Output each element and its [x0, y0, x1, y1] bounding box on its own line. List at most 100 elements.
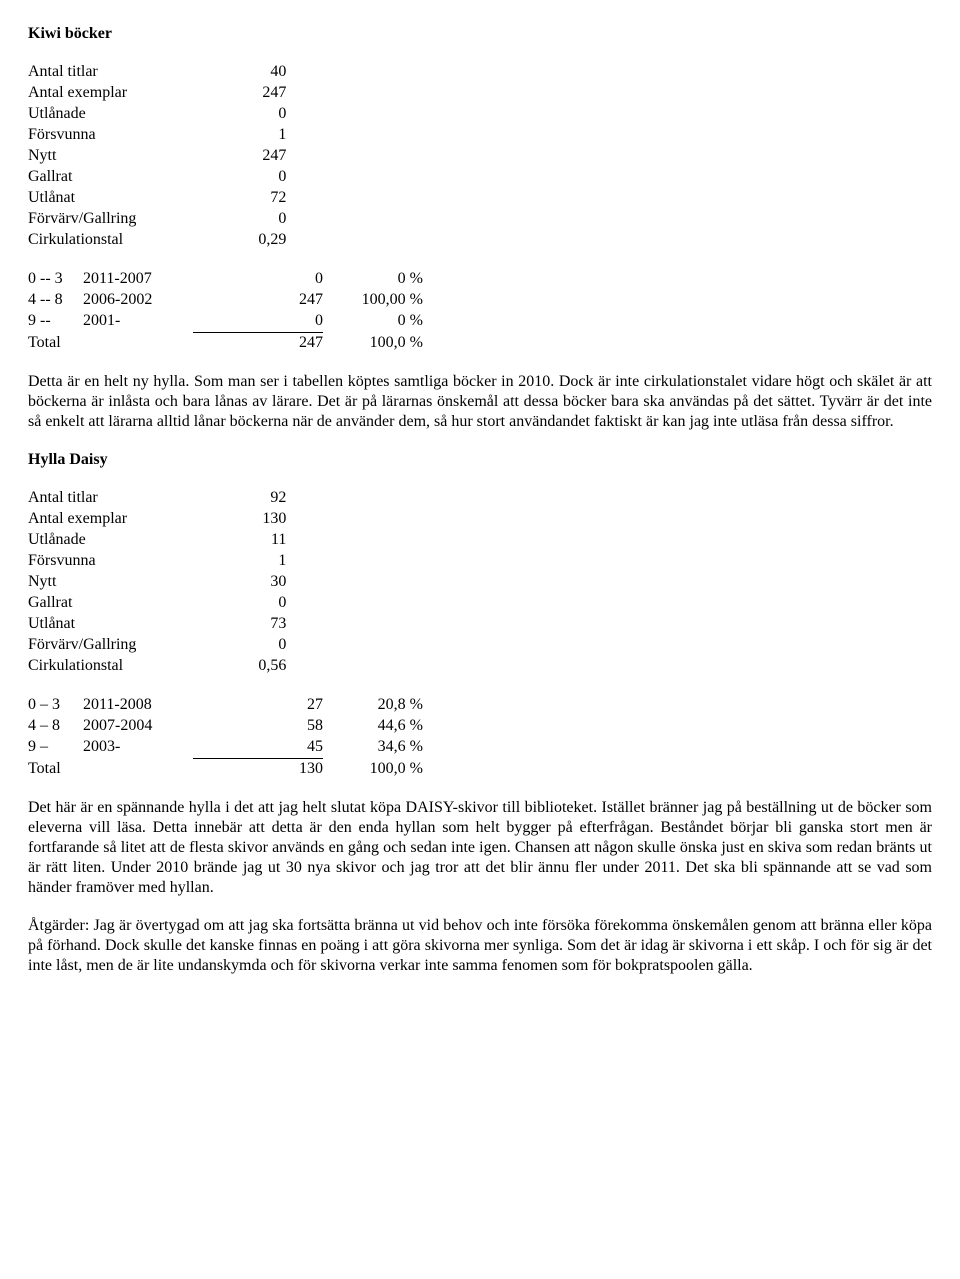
- age-range: 0 – 3: [28, 695, 83, 716]
- daisy-paragraph-1: Det här är en spännande hylla i det att …: [28, 798, 932, 898]
- table-row: Försvunna1: [28, 551, 286, 572]
- age-years: 2006-2002: [83, 290, 193, 311]
- stat-value: 0: [136, 635, 286, 656]
- table-row: Nytt247: [28, 146, 286, 167]
- age-total-pct: 100,0 %: [323, 759, 423, 781]
- table-row: 9 -- 2001- 0 0 %: [28, 311, 423, 333]
- table-row: Antal titlar92: [28, 488, 286, 509]
- age-pct: 44,6 %: [323, 716, 423, 737]
- stat-label: Förvärv/Gallring: [28, 635, 136, 656]
- age-years: 2011-2008: [83, 695, 193, 716]
- kiwi-stats-table: Antal titlar40 Antal exemplar247 Utlånad…: [28, 62, 286, 251]
- table-row: Nytt30: [28, 572, 286, 593]
- table-row: Gallrat0: [28, 593, 286, 614]
- age-total-label: Total: [28, 333, 83, 355]
- stat-label: Cirkulationstal: [28, 656, 136, 677]
- table-row: 9 – 2003- 45 34,6 %: [28, 737, 423, 759]
- stat-label: Försvunna: [28, 125, 136, 146]
- stat-value: 30: [136, 572, 286, 593]
- age-range: 9 –: [28, 737, 83, 759]
- stat-value: 11: [136, 530, 286, 551]
- stat-label: Förvärv/Gallring: [28, 209, 136, 230]
- age-years: 2007-2004: [83, 716, 193, 737]
- section2-title: Hylla Daisy: [28, 450, 932, 470]
- stat-label: Gallrat: [28, 593, 136, 614]
- stat-value: 130: [136, 509, 286, 530]
- age-count: 45: [193, 737, 323, 759]
- table-row: Antal titlar40: [28, 62, 286, 83]
- table-row: Utlånade11: [28, 530, 286, 551]
- stat-label: Cirkulationstal: [28, 230, 136, 251]
- age-pct: 34,6 %: [323, 737, 423, 759]
- stat-value: 0: [136, 104, 286, 125]
- stat-value: 247: [136, 146, 286, 167]
- table-total-row: Total 130 100,0 %: [28, 759, 423, 781]
- stat-value: 72: [136, 188, 286, 209]
- age-total-count: 247: [193, 333, 323, 355]
- table-row: Gallrat0: [28, 167, 286, 188]
- age-count: 0: [193, 311, 323, 333]
- stat-value: 0,29: [136, 230, 286, 251]
- age-years: 2011-2007: [83, 269, 193, 290]
- age-pct: 0 %: [323, 311, 423, 333]
- stat-value: 0,56: [136, 656, 286, 677]
- table-row: Utlånat72: [28, 188, 286, 209]
- kiwi-paragraph: Detta är en helt ny hylla. Som man ser i…: [28, 372, 932, 432]
- table-row: Försvunna1: [28, 125, 286, 146]
- age-total-blank: [83, 759, 193, 781]
- table-row: Antal exemplar130: [28, 509, 286, 530]
- table-row: Antal exemplar247: [28, 83, 286, 104]
- age-total-label: Total: [28, 759, 83, 781]
- age-count: 27: [193, 695, 323, 716]
- stat-label: Utlånade: [28, 104, 136, 125]
- stat-value: 73: [136, 614, 286, 635]
- stat-label: Gallrat: [28, 167, 136, 188]
- stat-value: 1: [136, 125, 286, 146]
- table-row: 4 – 8 2007-2004 58 44,6 %: [28, 716, 423, 737]
- stat-label: Antal titlar: [28, 488, 136, 509]
- daisy-age-table: 0 – 3 2011-2008 27 20,8 % 4 – 8 2007-200…: [28, 695, 423, 780]
- stat-value: 40: [136, 62, 286, 83]
- stat-label: Försvunna: [28, 551, 136, 572]
- stat-value: 1: [136, 551, 286, 572]
- age-count: 58: [193, 716, 323, 737]
- age-total-blank: [83, 333, 193, 355]
- table-row: Utlånat73: [28, 614, 286, 635]
- table-total-row: Total 247 100,0 %: [28, 333, 423, 355]
- age-range: 0 -- 3: [28, 269, 83, 290]
- table-row: Cirkulationstal0,56: [28, 656, 286, 677]
- stat-label: Antal titlar: [28, 62, 136, 83]
- table-row: Förvärv/Gallring0: [28, 635, 286, 656]
- table-row: 0 – 3 2011-2008 27 20,8 %: [28, 695, 423, 716]
- age-pct: 100,00 %: [323, 290, 423, 311]
- stat-value: 92: [136, 488, 286, 509]
- stat-value: 0: [136, 167, 286, 188]
- age-years: 2003-: [83, 737, 193, 759]
- table-row: Förvärv/Gallring0: [28, 209, 286, 230]
- section1-title: Kiwi böcker: [28, 24, 932, 44]
- age-range: 9 --: [28, 311, 83, 333]
- age-range: 4 – 8: [28, 716, 83, 737]
- age-total-count: 130: [193, 759, 323, 781]
- stat-label: Utlånade: [28, 530, 136, 551]
- stat-label: Utlånat: [28, 188, 136, 209]
- stat-value: 0: [136, 593, 286, 614]
- kiwi-age-table: 0 -- 3 2011-2007 0 0 % 4 -- 8 2006-2002 …: [28, 269, 423, 354]
- age-pct: 0 %: [323, 269, 423, 290]
- stat-label: Antal exemplar: [28, 83, 136, 104]
- stat-value: 0: [136, 209, 286, 230]
- daisy-stats-table: Antal titlar92 Antal exemplar130 Utlånad…: [28, 488, 286, 677]
- age-count: 0: [193, 269, 323, 290]
- table-row: 0 -- 3 2011-2007 0 0 %: [28, 269, 423, 290]
- age-range: 4 -- 8: [28, 290, 83, 311]
- stat-label: Utlånat: [28, 614, 136, 635]
- stat-label: Nytt: [28, 146, 136, 167]
- age-total-pct: 100,0 %: [323, 333, 423, 355]
- table-row: 4 -- 8 2006-2002 247 100,00 %: [28, 290, 423, 311]
- stat-label: Nytt: [28, 572, 136, 593]
- table-row: Utlånade0: [28, 104, 286, 125]
- age-count: 247: [193, 290, 323, 311]
- table-row: Cirkulationstal0,29: [28, 230, 286, 251]
- stat-label: Antal exemplar: [28, 509, 136, 530]
- stat-value: 247: [136, 83, 286, 104]
